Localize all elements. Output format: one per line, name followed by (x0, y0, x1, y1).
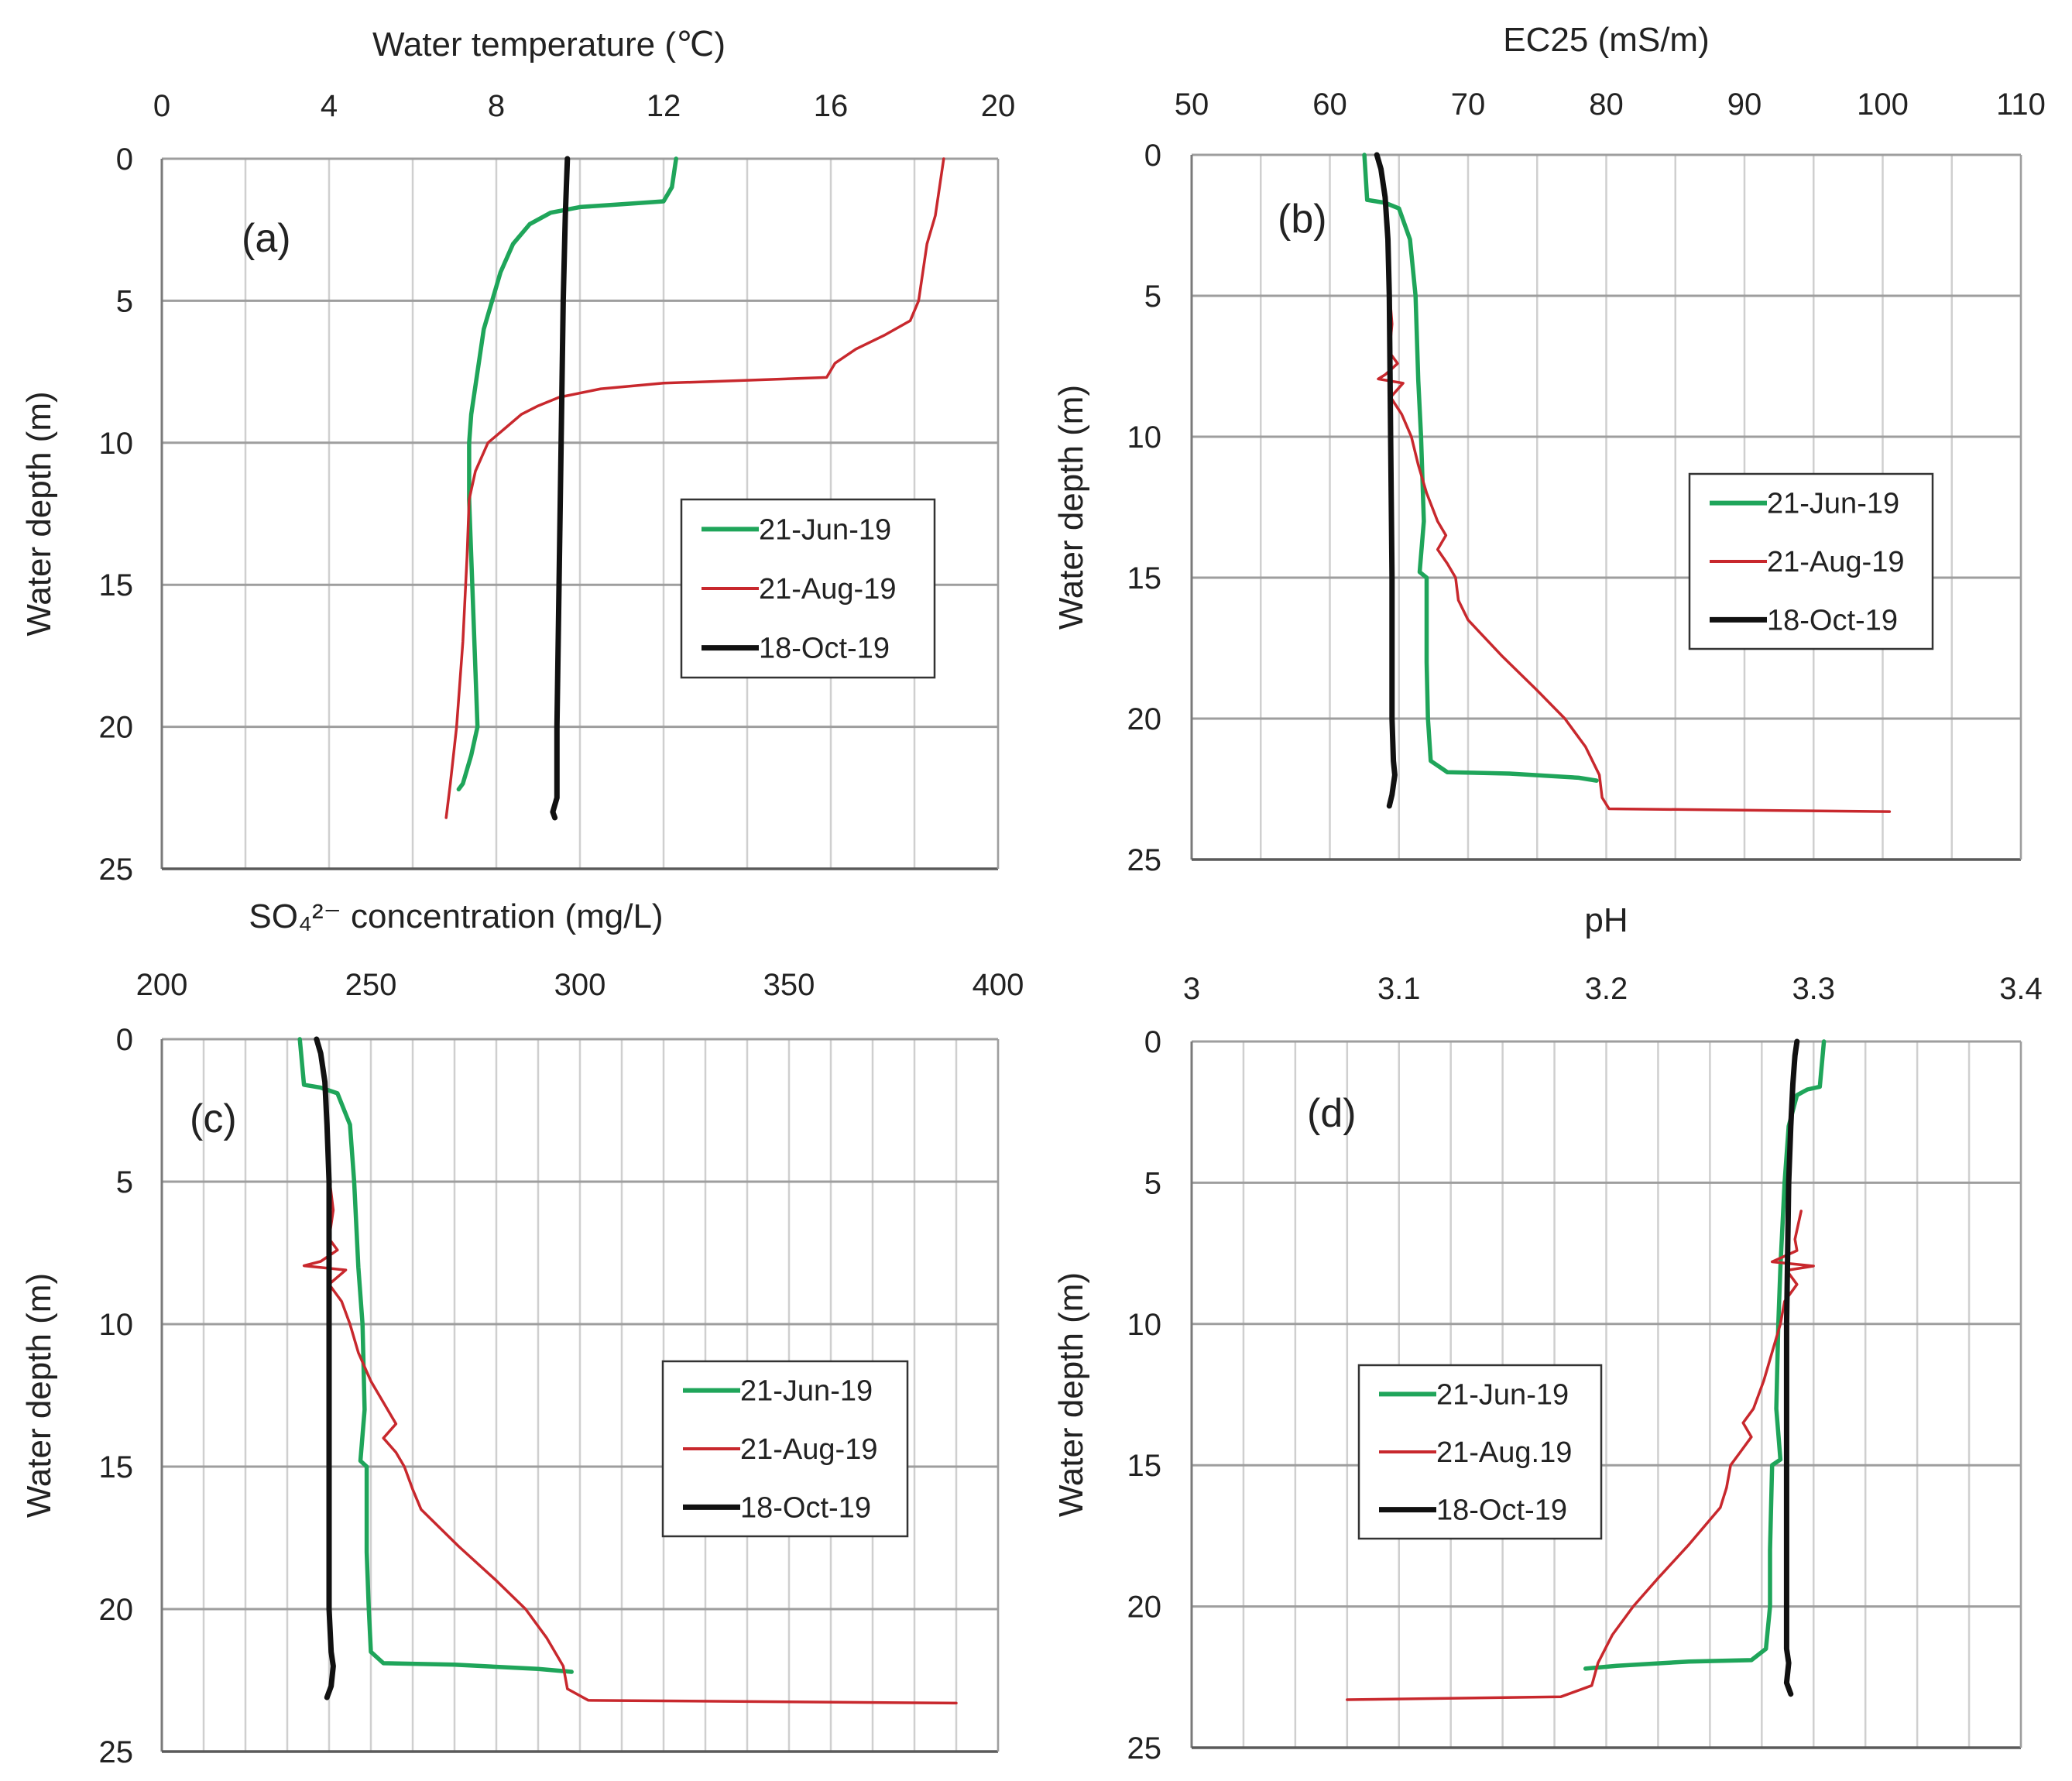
y-tick-label: 20 (99, 1593, 134, 1627)
x-tick-label: 400 (973, 968, 1024, 1002)
x-tick-label: 300 (554, 968, 606, 1002)
x-tick-label: 3 (1183, 972, 1200, 1006)
x-tick-label: 200 (136, 968, 188, 1002)
legend-label: 18-Oct-19 (1767, 604, 1898, 637)
series-line-18-oct-19 (1374, 152, 1398, 809)
legend-label: 21-Aug.19 (1436, 1436, 1572, 1469)
y-tick-label: 20 (1127, 702, 1162, 736)
x-tick-label: 4 (321, 89, 338, 123)
x-tick-label: 3.2 (1585, 972, 1628, 1006)
y-axis-title: Water depth (m) (1052, 385, 1090, 630)
legend-label: 21-Jun-19 (1436, 1378, 1569, 1411)
x-tick-label: 90 (1727, 88, 1762, 122)
series-line-21-jun-19 (456, 156, 678, 792)
series-line-21-jun-19 (297, 1037, 574, 1674)
panel-label: (a) (242, 216, 291, 261)
y-tick-label: 20 (99, 711, 134, 745)
y-tick-label: 0 (116, 1023, 133, 1057)
y-tick-label: 25 (99, 1735, 134, 1769)
chart-panel-d: 3 3.1 3.2 3.3 3.4 0 5 10 15 20 25 pH Water depth (m)… (1052, 901, 2043, 1766)
x-axis-title: EC25 (mS/m) (1503, 21, 1709, 59)
x-tick-label: 3.4 (1999, 972, 2043, 1006)
x-tick-label: 60 (1312, 88, 1347, 122)
y-tick-label: 20 (1127, 1591, 1162, 1625)
x-tick-label: 80 (1589, 88, 1624, 122)
x-tick-label: 350 (763, 968, 815, 1002)
y-tick-label: 15 (99, 568, 134, 602)
y-tick-label: 5 (116, 1165, 133, 1199)
x-axis-title: pH (1584, 901, 1628, 939)
legend: 21-Jun-19 21-Aug.19 18-Oct-19 (1357, 1364, 1603, 1540)
y-tick-label: 25 (1127, 1731, 1162, 1766)
legend-label: 18-Oct-19 (1436, 1494, 1567, 1527)
legend: 21-Jun-19 21-Aug-19 18-Oct-19 (661, 1360, 909, 1538)
chart-panel-c: 200 250 300 350 400 0 5 10 15 20 25 SO₄²⁻ concentra… (20, 897, 1024, 1769)
legend-label: 21-Aug-19 (1767, 546, 1904, 578)
legend-label: 21-Jun-19 (759, 513, 891, 546)
y-tick-label: 15 (99, 1450, 134, 1484)
legend: 21-Jun-19 21-Aug-19 18-Oct-19 (680, 498, 936, 679)
y-tick-label: 0 (116, 142, 133, 177)
legend-label: 21-Jun-19 (1767, 488, 1899, 520)
series-line-21-jun-19 (1362, 153, 1599, 783)
y-tick-label: 25 (1127, 843, 1162, 877)
legend: 21-Jun-19 21-Aug-19 18-Oct-19 (1688, 472, 1934, 650)
y-tick-label: 15 (1127, 1449, 1162, 1483)
series-line-21-aug-19 (444, 157, 945, 819)
x-tick-label: 250 (345, 968, 397, 1002)
series-line-21-aug-19 (1377, 288, 1892, 813)
y-tick-label: 0 (1144, 1025, 1161, 1059)
x-axis-title: SO₄²⁻ concentration (mg/L) (249, 897, 663, 935)
series-line-18-oct-19 (1783, 1038, 1800, 1697)
y-tick-label: 5 (1144, 280, 1161, 314)
x-tick-label: 12 (647, 89, 681, 123)
x-tick-label: 0 (153, 89, 170, 123)
y-tick-label: 15 (1127, 561, 1162, 595)
series-line-18-oct-19 (314, 1036, 336, 1700)
y-axis-title: Water depth (m) (1052, 1272, 1090, 1517)
x-tick-label: 16 (814, 89, 849, 123)
x-tick-label: 100 (1857, 88, 1909, 122)
y-tick-label: 0 (1144, 139, 1161, 173)
x-tick-label: 50 (1175, 88, 1209, 122)
y-tick-label: 5 (1144, 1166, 1161, 1200)
y-tick-label: 25 (99, 853, 134, 887)
series-line-21-jun-19 (1583, 1039, 1827, 1671)
x-tick-label: 3.1 (1377, 972, 1421, 1006)
series-line-21-aug-19 (302, 1174, 958, 1705)
panel-label: (b) (1278, 197, 1327, 242)
y-axis-title: Water depth (m) (20, 391, 58, 636)
legend-label: 21-Aug-19 (759, 573, 896, 606)
legend-label: 18-Oct-19 (740, 1491, 871, 1524)
x-tick-label: 70 (1451, 88, 1486, 122)
y-tick-label: 10 (99, 427, 134, 461)
x-tick-label: 3.3 (1792, 972, 1835, 1006)
chart-panel-b: 50 60 70 80 90 100 110 0 5 10 15 20 25 EC25 (mS/m) Wat… (1052, 21, 2046, 877)
panel-label: (d) (1307, 1091, 1357, 1136)
y-tick-label: 10 (1127, 1308, 1162, 1342)
x-tick-label: 110 (1996, 88, 2046, 122)
series-line-21-aug-19 (1346, 1210, 1815, 1701)
y-tick-label: 10 (99, 1308, 134, 1342)
chart-panel-a: 0 4 8 12 16 20 0 5 10 15 20 25 Water temperature (℃)… (20, 26, 1015, 887)
x-axis-title: Water temperature (℃) (372, 26, 726, 63)
panel-label: (c) (190, 1096, 237, 1141)
x-tick-label: 20 (981, 89, 1016, 123)
y-axis-title: Water depth (m) (20, 1273, 58, 1518)
y-tick-label: 10 (1127, 420, 1162, 455)
x-tick-label: 8 (488, 89, 505, 123)
y-tick-label: 5 (116, 284, 133, 318)
series-line-18-oct-19 (550, 156, 571, 821)
legend-label: 21-Jun-19 (740, 1375, 873, 1408)
legend-label: 21-Aug-19 (740, 1433, 877, 1466)
legend-label: 18-Oct-19 (759, 633, 890, 665)
